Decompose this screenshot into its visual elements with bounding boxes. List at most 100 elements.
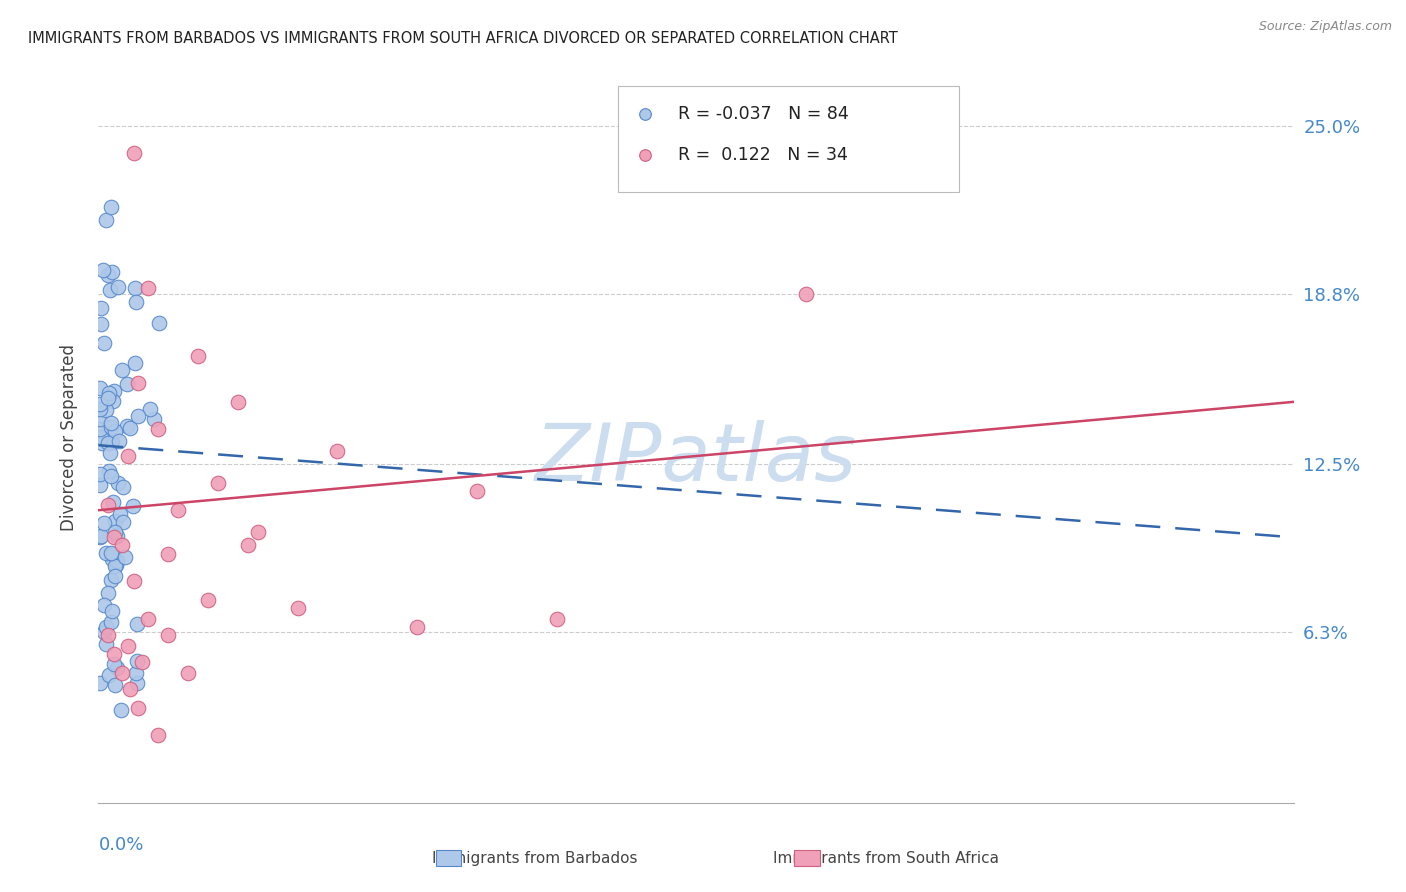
Point: [226, 395, 249, 409]
Point: [90, 301, 112, 315]
Point: [107, 279, 129, 293]
Point: [127, 376, 149, 390]
Text: Immigrants from Barbados: Immigrants from Barbados: [432, 851, 637, 865]
Point: [124, 356, 146, 370]
Point: [100, 546, 122, 560]
Point: [136, 611, 159, 625]
Point: [101, 393, 124, 408]
Point: [177, 665, 200, 680]
Point: [97, 268, 120, 282]
Point: [111, 665, 134, 680]
Point: [148, 422, 170, 436]
Point: [124, 281, 146, 295]
Point: [131, 655, 153, 669]
Text: R = -0.037   N = 84: R = -0.037 N = 84: [678, 104, 849, 123]
Point: [89, 397, 111, 411]
Point: [125, 654, 148, 668]
Point: [127, 409, 149, 423]
Point: [111, 538, 134, 552]
Point: [100, 552, 122, 566]
Point: [105, 553, 128, 567]
Point: [91, 263, 114, 277]
Point: [105, 661, 128, 675]
Point: [90, 529, 112, 543]
Point: [103, 547, 125, 561]
Point: [136, 281, 159, 295]
Point: [117, 419, 139, 434]
Point: [112, 515, 135, 529]
Point: [104, 524, 127, 539]
Point: [93, 598, 115, 612]
Point: [465, 484, 488, 499]
Point: [97, 464, 120, 478]
Point: [104, 569, 127, 583]
Point: [105, 529, 128, 543]
Point: [103, 384, 125, 399]
Point: [98, 446, 121, 460]
Point: [111, 363, 134, 377]
Point: [103, 647, 125, 661]
Point: [100, 573, 122, 587]
Point: [187, 349, 209, 363]
Point: [127, 701, 149, 715]
Point: [100, 469, 122, 483]
Point: [96, 403, 118, 417]
Point: [104, 514, 127, 528]
Point: [115, 376, 138, 391]
Point: [89, 412, 111, 426]
Point: [122, 500, 145, 514]
Point: [93, 625, 115, 640]
FancyBboxPatch shape: [619, 86, 959, 192]
Point: [124, 574, 146, 588]
Point: [118, 420, 141, 434]
Text: Source: ZipAtlas.com: Source: ZipAtlas.com: [1258, 20, 1392, 33]
Point: [96, 213, 118, 227]
Point: [406, 620, 429, 634]
Point: [157, 547, 180, 561]
Point: [197, 592, 219, 607]
Point: [107, 476, 129, 491]
Point: [96, 620, 118, 634]
Point: [105, 558, 128, 572]
Point: [142, 412, 165, 426]
Point: [89, 530, 111, 544]
Point: [100, 615, 122, 629]
Point: [97, 498, 120, 512]
Point: [100, 200, 122, 214]
Point: [89, 676, 111, 690]
Point: [104, 424, 127, 438]
Point: [125, 676, 148, 690]
Point: [100, 420, 122, 434]
Point: [89, 423, 111, 437]
Y-axis label: Divorced or Separated: Divorced or Separated: [59, 343, 77, 531]
Point: [167, 503, 190, 517]
Point: [326, 443, 349, 458]
Point: [124, 145, 146, 160]
Text: R =  0.122   N = 34: R = 0.122 N = 34: [678, 146, 848, 164]
Point: [207, 476, 229, 491]
Point: [90, 430, 112, 444]
Point: [93, 516, 115, 530]
Point: [100, 435, 122, 450]
Point: [157, 628, 180, 642]
Point: [104, 678, 127, 692]
Point: [546, 611, 568, 625]
Point: [125, 616, 148, 631]
Point: [97, 628, 120, 642]
Point: [107, 434, 129, 448]
Point: [120, 681, 142, 696]
Point: [246, 524, 269, 539]
Point: [125, 295, 148, 310]
Text: IMMIGRANTS FROM BARBADOS VS IMMIGRANTS FROM SOUTH AFRICA DIVORCED OR SEPARATED C: IMMIGRANTS FROM BARBADOS VS IMMIGRANTS F…: [28, 31, 898, 46]
Point: [89, 478, 111, 492]
Point: [101, 604, 124, 618]
Point: [287, 600, 309, 615]
Point: [98, 668, 121, 682]
Point: [90, 435, 112, 450]
Point: [101, 495, 124, 509]
Point: [148, 728, 170, 742]
Point: [111, 480, 134, 494]
Point: [97, 586, 120, 600]
Point: [94, 637, 117, 651]
Point: [125, 665, 148, 680]
